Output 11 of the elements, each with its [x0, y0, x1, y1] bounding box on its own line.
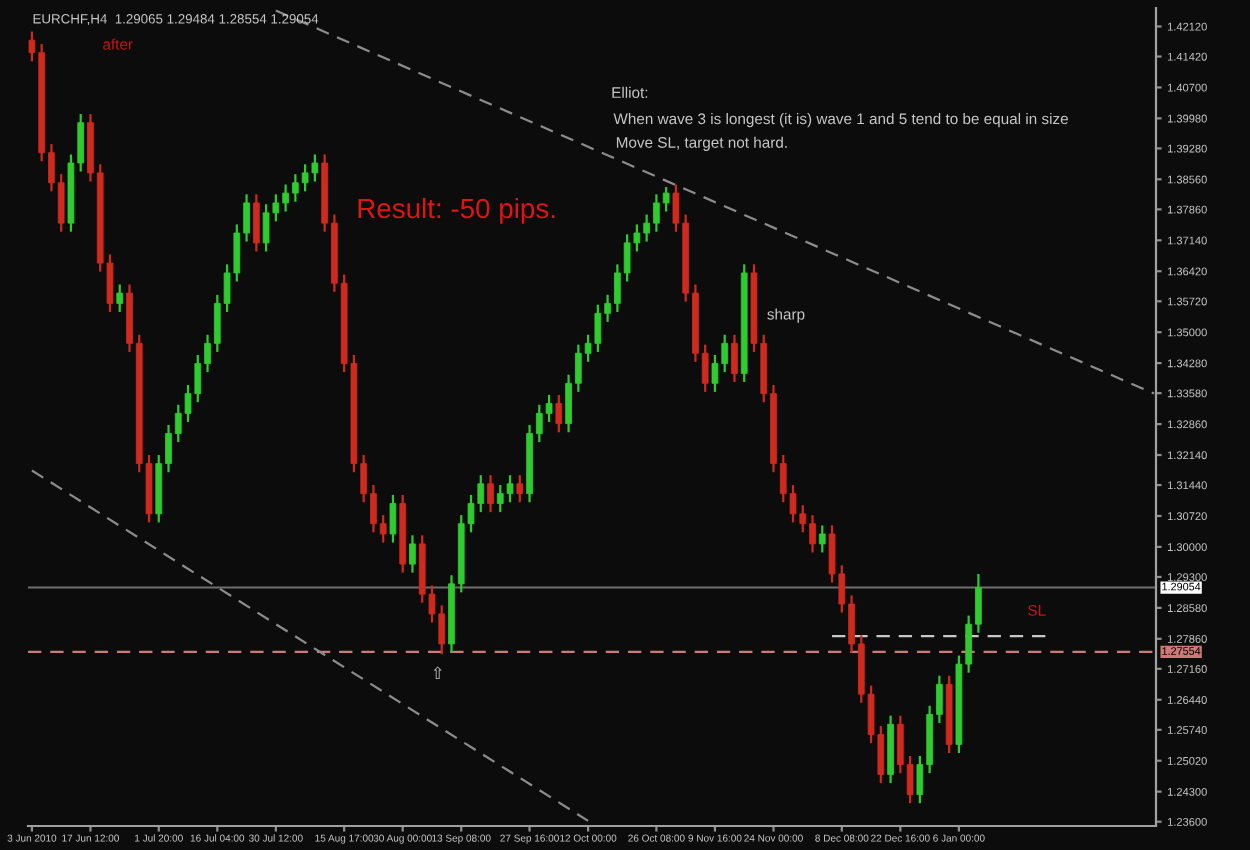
- candlestick: [409, 534, 416, 574]
- candlestick: [818, 524, 826, 554]
- candlestick: [116, 283, 124, 314]
- candlestick: [487, 474, 494, 514]
- annotation: ⇧: [433, 666, 442, 679]
- candlestick: [555, 393, 563, 434]
- candlestick: [252, 193, 260, 253]
- candlestick: [516, 474, 524, 504]
- candlestick: [389, 493, 397, 544]
- annotation: Result: -50 pips.: [358, 197, 555, 224]
- candlestick: [731, 333, 738, 384]
